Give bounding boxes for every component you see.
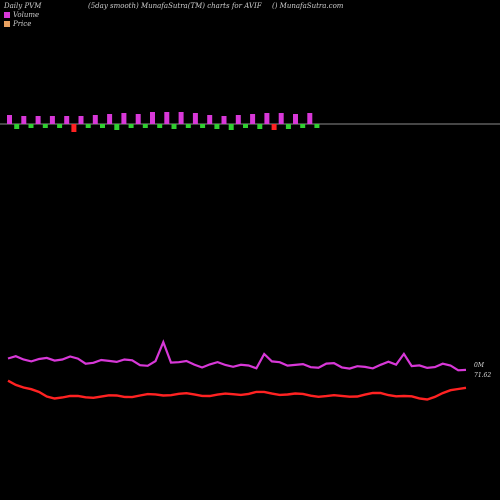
legend-price: Price <box>4 20 31 28</box>
volume-bar <box>7 115 12 124</box>
volume-bars <box>7 112 320 132</box>
volume-bar <box>71 124 77 132</box>
volume-bar <box>150 112 155 124</box>
volume-bar <box>314 124 320 128</box>
volume-bar <box>235 115 241 124</box>
volume-bar <box>128 124 134 128</box>
volume-bar <box>49 116 55 124</box>
volume-bar <box>207 115 213 124</box>
price-series-line <box>7 379 467 401</box>
pvm-series-line <box>7 339 467 372</box>
volume-bar <box>57 124 63 128</box>
volume-bar <box>293 114 298 124</box>
volume-bar <box>307 113 313 124</box>
volume-bar <box>221 116 227 124</box>
volume-bar <box>243 124 248 128</box>
volume-bar <box>135 114 141 124</box>
legend-volume-swatch <box>4 12 10 18</box>
legend-price-swatch <box>4 21 10 27</box>
volume-bar <box>257 124 263 129</box>
volume-bar <box>164 112 170 124</box>
header-left: Daily PVM <box>4 2 42 10</box>
legend-volume-label: Volume <box>13 11 40 19</box>
volume-bar <box>185 124 191 128</box>
volume-bar <box>178 112 184 124</box>
volume-bar <box>78 116 84 124</box>
volume-bar <box>271 124 277 130</box>
chart-title: (5day smooth) MunafaSutra(TM) charts for… <box>88 2 262 10</box>
volume-bar <box>264 113 270 124</box>
volume-bar <box>300 124 306 128</box>
volume-bar <box>285 124 291 129</box>
volume-bar <box>121 113 127 124</box>
volume-bar <box>157 124 163 128</box>
volume-bar <box>200 124 206 128</box>
volume-bar <box>278 113 284 124</box>
volume-bar <box>250 114 256 124</box>
volume-bar <box>114 124 120 130</box>
volume-bar <box>64 116 70 124</box>
volume-bar <box>14 124 20 129</box>
legend-volume: Volume <box>4 11 39 19</box>
volume-bar <box>107 114 113 124</box>
volume-bar <box>42 124 48 128</box>
volume-bar <box>142 124 148 128</box>
volume-bar <box>92 115 98 124</box>
volume-bar <box>214 124 220 129</box>
volume-bar <box>228 124 234 130</box>
volume-bar <box>35 116 41 124</box>
volume-bar <box>21 116 27 124</box>
header-right: () MunafaSutra.com <box>272 2 344 10</box>
volume-bar <box>85 124 91 128</box>
volume-bar <box>28 124 34 128</box>
volume-bar <box>100 124 105 128</box>
last-price-label: 71.62 <box>474 372 491 379</box>
volume-bar <box>192 113 198 124</box>
volume-bar <box>171 124 177 129</box>
legend-price-label: Price <box>13 20 32 28</box>
last-volume-label: 0M <box>474 362 485 369</box>
